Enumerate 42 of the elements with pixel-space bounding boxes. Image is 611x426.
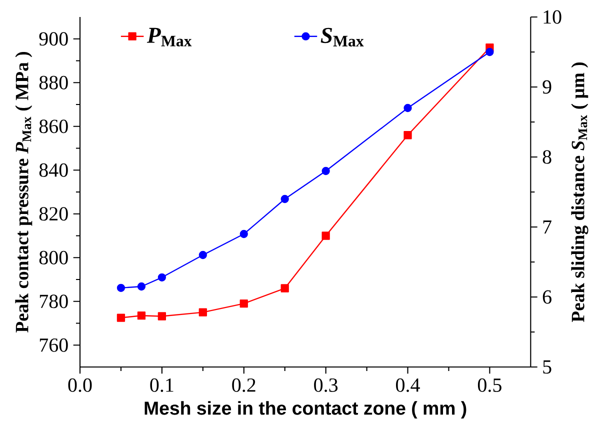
point bbox=[322, 166, 330, 176]
y-tick-label: 780 bbox=[40, 294, 68, 308]
x-tick-label: 0.5 bbox=[478, 378, 502, 392]
x-tick-label: 0.0 bbox=[68, 378, 92, 392]
y2-tick-label: 7 bbox=[543, 220, 552, 234]
y-tick-label: 880 bbox=[39, 76, 68, 90]
y-tick-label: 760 bbox=[40, 338, 68, 352]
y2-tick-label: 10 bbox=[544, 10, 562, 24]
legend-label: S$_{Max}$ bbox=[320, 28, 364, 46]
point bbox=[116, 284, 126, 292]
x-tick-label: 0.2 bbox=[232, 378, 256, 392]
y-tick-label: 800 bbox=[39, 250, 68, 264]
point bbox=[116, 314, 126, 322]
y-axis-title: Peak contact pressure P$_{Max}$ ( MPa ) bbox=[15, 52, 32, 332]
y-tick-label: 860 bbox=[39, 120, 68, 134]
point bbox=[404, 131, 412, 140]
x-tick-label: 0.3 bbox=[314, 378, 338, 392]
y2-tick-label: 8 bbox=[542, 150, 552, 164]
point bbox=[198, 250, 207, 260]
y-tick-label: 900 bbox=[39, 32, 68, 46]
y-tick-label: 840 bbox=[39, 163, 68, 177]
y-tick-label: 820 bbox=[39, 207, 68, 221]
y2-tick-label: 9 bbox=[542, 80, 552, 94]
point bbox=[486, 48, 494, 56]
legend-label: P$_{Max}$ bbox=[146, 28, 192, 46]
point bbox=[240, 299, 248, 308]
point bbox=[322, 232, 330, 240]
point bbox=[137, 282, 146, 291]
x-tick-label: 0.1 bbox=[150, 378, 174, 392]
point bbox=[240, 230, 248, 238]
y2-tick-label: 5 bbox=[543, 360, 552, 374]
x-axis-title: Mesh size in the contact zone ( mm ) bbox=[144, 401, 466, 419]
y2-axis-title: Peak sliding distance S$_{Max}$ ( μm ) bbox=[571, 62, 588, 322]
point bbox=[158, 273, 166, 282]
x-tick-label: 0.4 bbox=[396, 378, 420, 392]
point bbox=[280, 194, 289, 204]
point bbox=[137, 312, 146, 320]
y2-tick-label: 6 bbox=[542, 290, 552, 304]
point bbox=[404, 104, 412, 112]
point bbox=[198, 308, 207, 316]
point bbox=[158, 312, 166, 320]
point bbox=[280, 284, 289, 292]
